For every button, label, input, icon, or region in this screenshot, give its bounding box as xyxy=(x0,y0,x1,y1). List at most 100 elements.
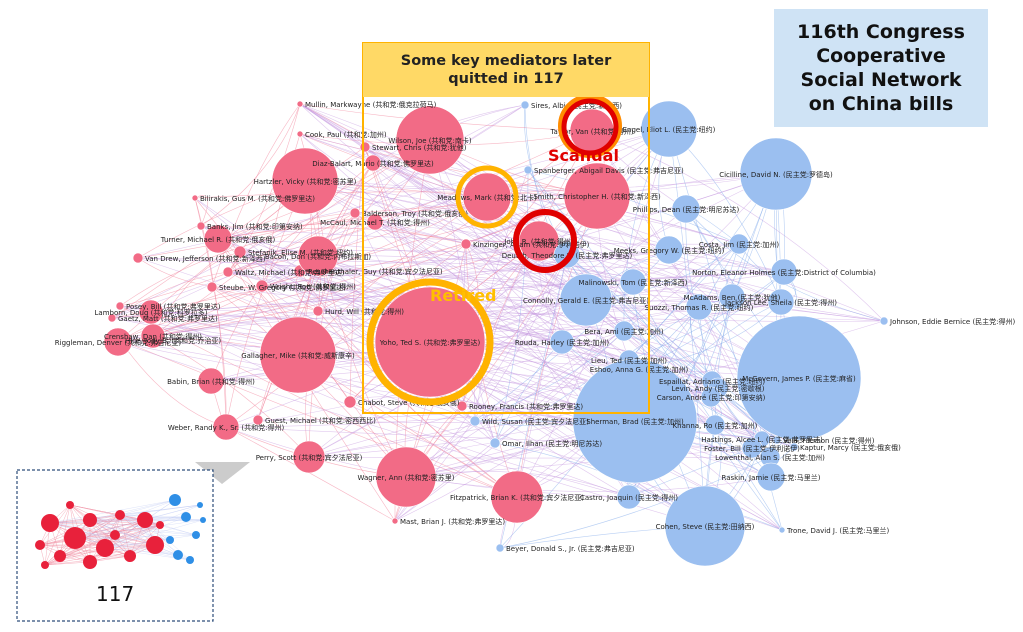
inset-rep-node xyxy=(156,521,164,529)
retired-ring xyxy=(366,278,494,406)
inset-edge xyxy=(49,499,176,524)
member-node xyxy=(462,172,512,222)
edge xyxy=(117,285,263,343)
inset-rep-node xyxy=(96,539,114,557)
inset-rep-node xyxy=(115,510,125,520)
member-label: Foster, Bill (民主党:伊利诺伊) xyxy=(704,444,800,453)
member-node xyxy=(203,224,233,254)
member-label: Wilson, Joe (共和党:南卡) xyxy=(388,136,471,145)
member-label: Bacon, Don (共和党:内布拉斯加) xyxy=(265,252,372,261)
member-label: Malinowski, Tom (民主党:新泽西) xyxy=(579,278,688,287)
member-label: Kaptur, Marcy (民主党:俄亥俄) xyxy=(800,443,901,452)
member-label: Turner, Michael R. (共和党:俄亥俄) xyxy=(160,235,276,244)
edge xyxy=(217,195,598,240)
inset-dem-node xyxy=(186,556,194,564)
edge xyxy=(405,243,740,478)
inset-dem-node xyxy=(169,494,181,506)
member-node xyxy=(879,316,889,326)
member-node xyxy=(140,323,166,349)
edge xyxy=(225,243,467,428)
edge xyxy=(685,208,885,322)
edge xyxy=(538,240,763,440)
edge xyxy=(227,212,356,273)
member-node xyxy=(671,194,701,224)
inset-edge xyxy=(49,522,197,536)
member-node xyxy=(343,395,357,409)
member-node xyxy=(206,281,218,293)
member-node xyxy=(640,100,698,158)
member-node xyxy=(296,130,304,138)
member-node xyxy=(489,437,501,449)
edge xyxy=(117,240,540,343)
member-label: Yoho, Ted S. (共和党:弗罗里达) xyxy=(379,338,481,347)
edge xyxy=(516,195,598,498)
scandal-label: Scandal xyxy=(548,146,619,165)
edge xyxy=(685,208,719,389)
member-node xyxy=(212,413,240,441)
edge xyxy=(297,354,771,458)
edge xyxy=(150,104,526,313)
member-label: Suozzi, Thomas R. (民主党:纽约) xyxy=(645,303,754,312)
member-label: McAdams, Ben (民主党:犹他) xyxy=(684,293,781,302)
member-node xyxy=(770,258,798,286)
member-label: Khanna, Ro (民主党:加州) xyxy=(673,421,758,430)
label-layer: Mullin, Markwayne (共和党:俄克拉荷马) Cook, Paul … xyxy=(55,100,1016,553)
edge xyxy=(152,251,241,337)
member-node xyxy=(197,367,225,395)
inset-rep-node xyxy=(146,536,164,554)
member-node xyxy=(767,288,795,316)
member-label: Kinzinger, Adam (共和党:伊利诺伊) xyxy=(473,240,590,249)
member-label: Raskin, Jamie (民主党:马里兰) xyxy=(721,473,820,482)
edge xyxy=(566,254,713,382)
member-label: Carson, André (民主党:印第安纳) xyxy=(657,393,766,402)
member-label: Norton, Eleanor Holmes (民主党:District of … xyxy=(692,268,876,277)
inset-dem-node xyxy=(192,531,200,539)
member-node xyxy=(728,233,750,255)
inset-edge xyxy=(104,519,204,549)
inset-edge xyxy=(74,519,204,539)
inset-edge xyxy=(119,514,187,518)
node-layer xyxy=(103,100,889,567)
edge xyxy=(308,456,771,459)
edge xyxy=(364,146,630,361)
member-node xyxy=(359,141,371,153)
inset-edge xyxy=(119,499,176,516)
inset-edge xyxy=(69,504,131,557)
member-label: Chabot, Steve (共和党:俄亥俄) xyxy=(358,398,460,407)
inset-rep-node xyxy=(64,527,86,549)
member-node xyxy=(233,245,247,259)
inset-rep-node xyxy=(124,550,136,562)
inset-edge xyxy=(119,514,179,556)
member-label: Phillips, Dean (民主党:明尼苏达) xyxy=(633,205,740,214)
inset-rep-node xyxy=(35,540,45,550)
member-node xyxy=(132,252,144,264)
member-label: Levin, Andy (民主党:密歇根) xyxy=(672,384,765,393)
edge xyxy=(486,196,771,458)
member-label: Van Drew, Jefferson (共和党:新泽西) xyxy=(145,254,266,263)
member-node xyxy=(252,414,264,426)
member-node xyxy=(366,213,384,231)
edge xyxy=(299,270,795,448)
member-node xyxy=(718,283,746,311)
member-node xyxy=(255,279,269,293)
member-label: Castro, Joaquin (民主党:得州) xyxy=(580,493,678,502)
edge xyxy=(137,257,785,273)
edge xyxy=(405,330,625,478)
member-node xyxy=(375,446,437,508)
member-node xyxy=(654,235,684,265)
member-node xyxy=(619,268,647,296)
member-node xyxy=(391,517,399,525)
inset-edge xyxy=(39,544,131,557)
callout-text: Some key mediators later quitted in 117 xyxy=(400,53,612,87)
member-node xyxy=(520,100,530,110)
member-label: Espaillat, Adriano (民主党:纽约) xyxy=(659,377,765,386)
member-label: Waltz, Michael (共和党:弗罗里达) xyxy=(235,268,345,277)
annotation-layer xyxy=(195,42,650,484)
edge xyxy=(119,195,598,341)
inset-dem-node xyxy=(173,550,183,560)
inset-rep-node xyxy=(110,530,120,540)
edge xyxy=(429,139,800,379)
inset-edge xyxy=(39,524,161,546)
member-node xyxy=(741,437,763,459)
